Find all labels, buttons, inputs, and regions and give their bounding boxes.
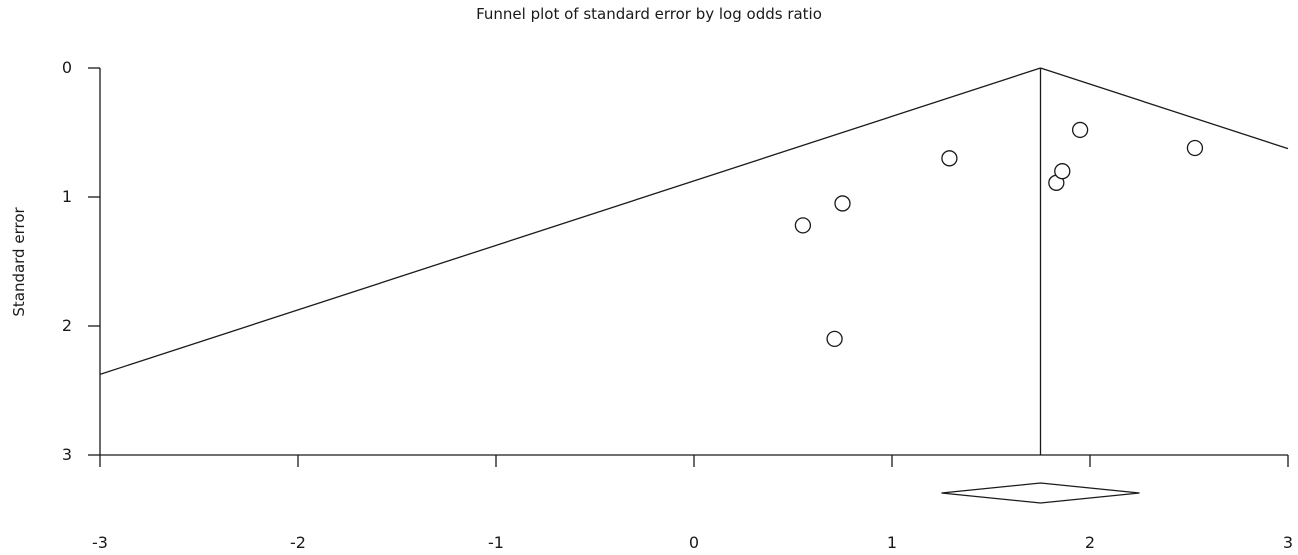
chart-title: Funnel plot of standard error by log odd… [476, 5, 822, 23]
x-tick-label: -3 [92, 533, 108, 552]
study-points [794, 121, 1204, 348]
x-tick-label: -2 [290, 533, 306, 552]
y-tick-label: 2 [62, 316, 72, 335]
study-point [834, 195, 851, 212]
study-point [826, 330, 843, 348]
y-tick-label: 0 [62, 58, 72, 77]
study-point [1071, 121, 1089, 139]
funnel-right-line [1040, 67, 1289, 150]
axes: 0 1 2 3 -3 -2 -1 0 1 2 3 [62, 58, 1293, 552]
y-tick-label: 1 [62, 187, 72, 206]
summary-diamond [941, 482, 1140, 504]
study-point [1186, 139, 1204, 157]
x-tick-label: -1 [488, 533, 504, 552]
x-tick-label: 0 [689, 533, 699, 552]
funnel-left-line [99, 67, 1041, 375]
y-axis-label: Standard error [10, 207, 28, 317]
study-point [941, 150, 958, 167]
funnel-lines [99, 67, 1289, 455]
study-point [794, 217, 812, 234]
y-tick-label: 3 [62, 445, 72, 464]
x-tick-label: 2 [1085, 533, 1095, 552]
x-tick-label: 1 [887, 533, 897, 552]
x-tick-label: 3 [1283, 533, 1293, 552]
study-point [1054, 163, 1071, 180]
summary-diamond-group [941, 482, 1140, 504]
